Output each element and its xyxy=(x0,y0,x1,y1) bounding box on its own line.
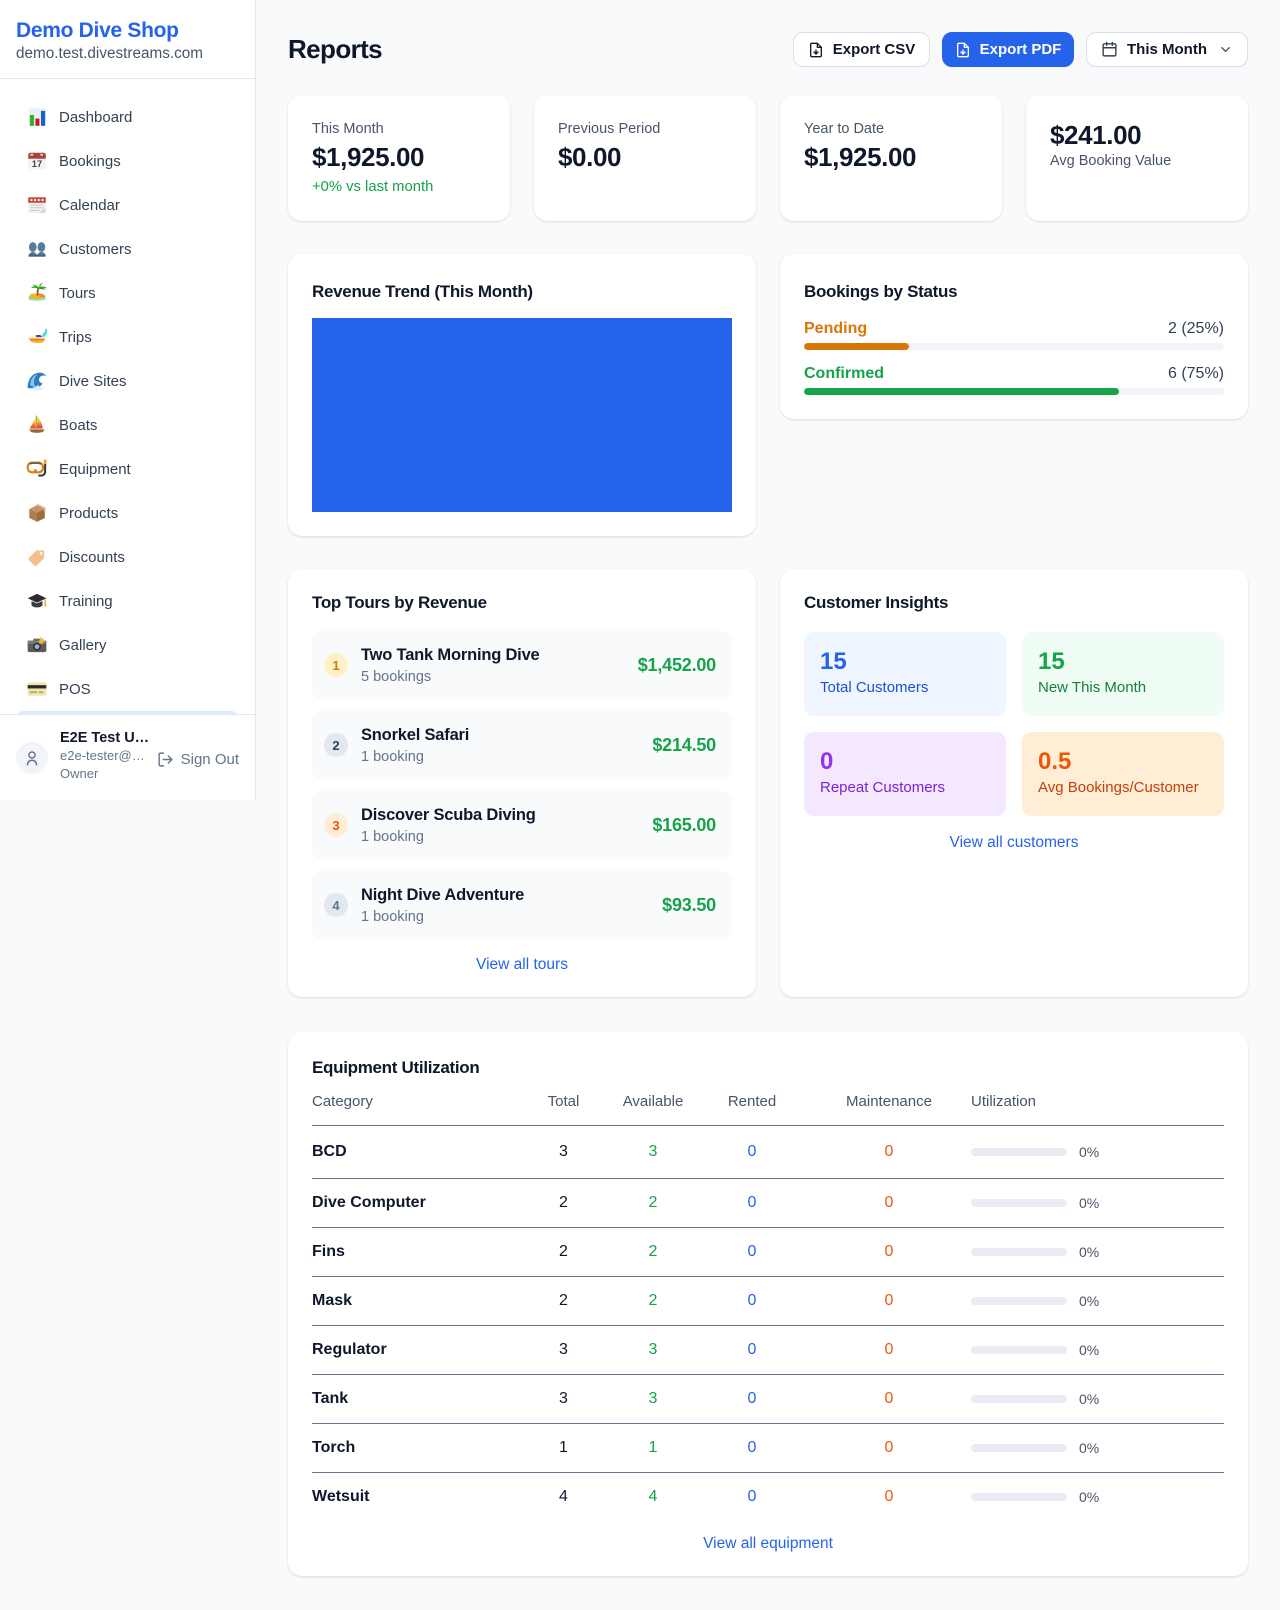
svg-text:17: 17 xyxy=(32,159,42,169)
